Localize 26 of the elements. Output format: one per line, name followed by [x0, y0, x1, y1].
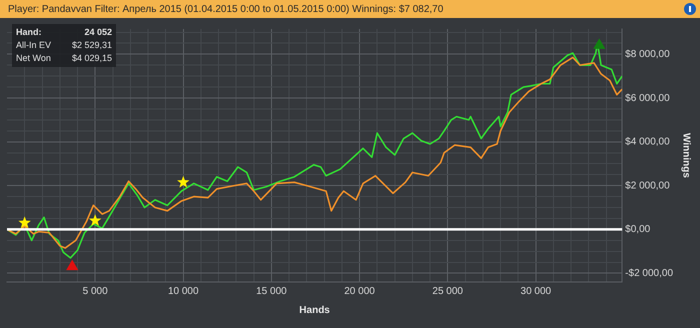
x-tick-label: 20 000	[344, 286, 376, 297]
y-tick-label: -$2 000,00	[625, 268, 674, 279]
y-tick-label: $6 000,00	[625, 92, 670, 104]
y-tick-label: $2 000,00	[625, 180, 670, 192]
x-tick-label: 30 000	[520, 286, 552, 297]
x-tick-label: 15 000	[256, 286, 288, 297]
point	[177, 176, 190, 188]
y-tick-label: $4 000,00	[625, 136, 670, 148]
x-tick-label: 25 000	[432, 286, 464, 297]
annotation: All-In EV	[16, 39, 52, 52]
point	[18, 216, 31, 228]
x-tick-label: 10 000	[168, 286, 199, 297]
chart-title: Player: Pandavvan Filter: Апрель 2015 (01.04.2015 0:00 to 01.05.2015 0:00) Winnings: $7 082,70	[8, 4, 444, 14]
x-axis-title: Hands	[299, 304, 330, 316]
annotation: 24 052	[84, 26, 112, 39]
annotation: $4 029,15	[72, 52, 112, 65]
y-tick-label: $8 000,00	[625, 48, 670, 60]
point	[88, 214, 102, 226]
annotation: Hand:	[16, 26, 42, 39]
y-axis-title: Winnings	[680, 133, 692, 178]
y-tick-label: $0,00	[625, 224, 651, 236]
annotation: Net Won	[16, 52, 51, 65]
point	[594, 38, 605, 49]
point	[66, 260, 78, 270]
annotation: $2 529,31	[72, 39, 112, 52]
x-tick-label: 5 000	[82, 286, 108, 297]
